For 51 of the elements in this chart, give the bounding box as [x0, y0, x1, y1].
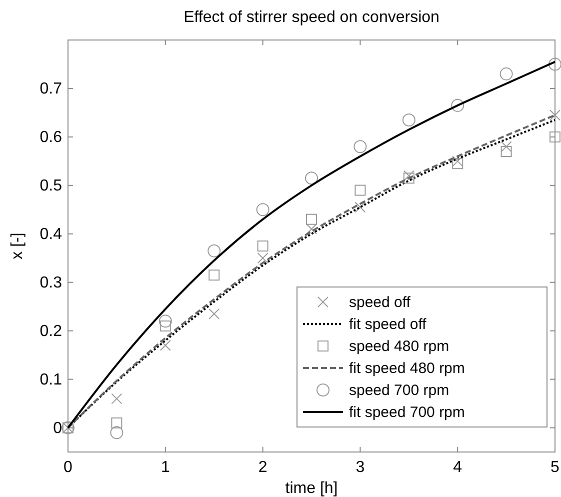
- point: [403, 172, 414, 184]
- x-tick-label: 1: [160, 459, 170, 476]
- point: [110, 426, 124, 440]
- point: [257, 252, 268, 264]
- y-tick-label: 0: [53, 420, 62, 437]
- legend-label: fit speed 480 rpm: [349, 360, 465, 377]
- x-axis-title: time [h]: [285, 480, 338, 497]
- point: [452, 158, 464, 170]
- point: [548, 58, 561, 71]
- point: [354, 184, 366, 196]
- point: [158, 314, 172, 328]
- point: [500, 67, 513, 80]
- legend-label: speed 480 rpm: [349, 338, 450, 355]
- point: [160, 340, 171, 351]
- point: [160, 320, 171, 332]
- point: [256, 203, 270, 216]
- point: [208, 244, 221, 258]
- y-tick-label: 0.6: [40, 128, 62, 146]
- x-tick-label: 0: [64, 459, 73, 476]
- legend-label: speed 700 rpm: [349, 382, 450, 399]
- x-tick-label: 2: [258, 459, 268, 476]
- point: [451, 98, 464, 112]
- y-tick-label: 0.4: [40, 226, 62, 243]
- point: [257, 240, 268, 252]
- x-tick-label: 4: [453, 459, 462, 476]
- point: [354, 140, 367, 154]
- point: [550, 131, 560, 142]
- point: [208, 270, 220, 281]
- y-tick-label: 0.1: [40, 371, 62, 388]
- point: [306, 214, 317, 225]
- legend-label: fit speed off: [349, 316, 428, 333]
- point: [500, 141, 512, 152]
- point: [354, 202, 366, 213]
- y-tick-label: 0.3: [40, 274, 62, 292]
- point: [305, 172, 318, 185]
- point: [402, 113, 416, 126]
- y-axis-title: x [-]: [9, 232, 26, 260]
- y-tick-label: 0.2: [40, 322, 62, 340]
- point: [111, 393, 122, 404]
- point: [500, 146, 512, 157]
- x-tick-label: 5: [550, 459, 560, 476]
- legend-label: fit speed 700 rpm: [349, 404, 465, 421]
- legend-label: speed off: [349, 294, 412, 311]
- point: [208, 308, 220, 320]
- point: [111, 417, 122, 428]
- x-tick-label: 3: [356, 459, 365, 476]
- chart-title: Effect of stirrer speed on conversion: [184, 9, 440, 26]
- y-tick-label: 0.5: [40, 177, 62, 194]
- point: [306, 224, 317, 235]
- point: [550, 110, 560, 121]
- y-tick-label: 0.7: [40, 80, 62, 98]
